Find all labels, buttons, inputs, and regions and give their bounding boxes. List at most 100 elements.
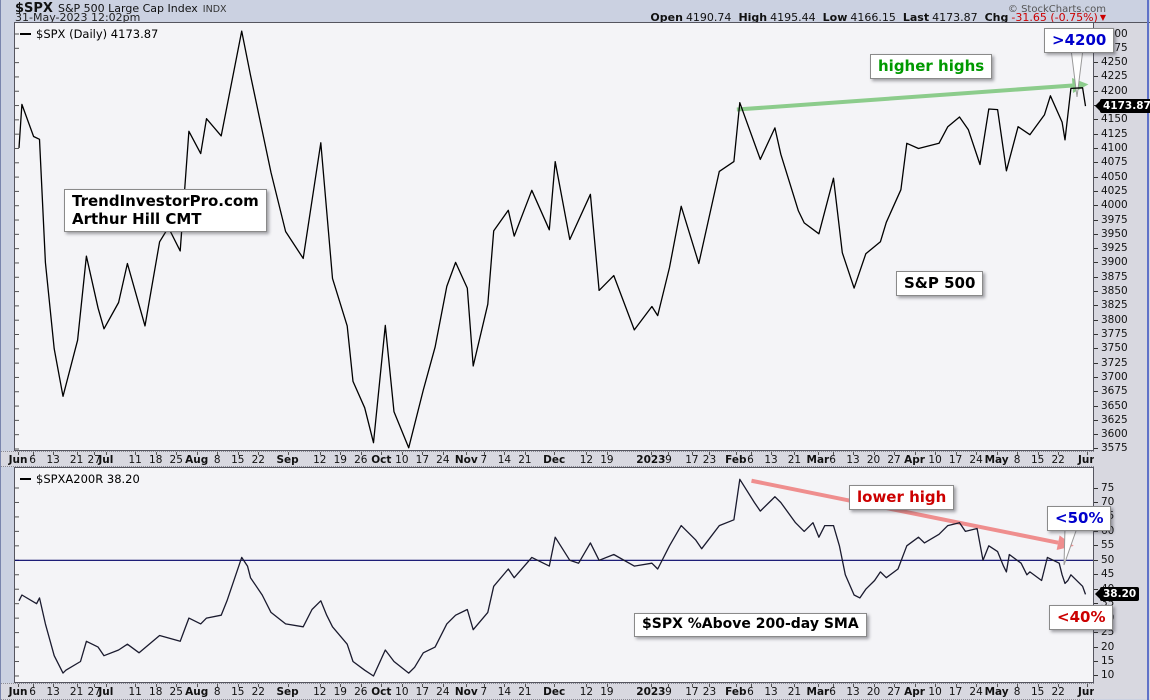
x-tick-mark bbox=[135, 452, 137, 455]
x-tick-label: Jun bbox=[1078, 686, 1094, 698]
x-tick-label: 8 bbox=[1013, 686, 1021, 698]
x-tick-label: 12 bbox=[579, 686, 594, 698]
y-tick-mark bbox=[1094, 133, 1098, 135]
x-tick-label: 13 bbox=[846, 454, 860, 466]
y-tick-mark bbox=[1094, 501, 1098, 503]
y-tick-label: 3575 bbox=[1101, 442, 1128, 455]
x-tick-label: 10 bbox=[395, 686, 409, 698]
x-tick-label: 6 bbox=[29, 454, 36, 466]
low-label: Low bbox=[822, 11, 848, 24]
x-tick-mark bbox=[817, 452, 819, 455]
x-tick-mark bbox=[381, 452, 383, 455]
x-tick-label: 23 bbox=[702, 686, 717, 698]
x-tick-label: Jun bbox=[1078, 454, 1094, 466]
x-tick-label: Jun bbox=[8, 454, 28, 466]
x-tick-mark bbox=[1087, 452, 1089, 455]
x-tick-mark bbox=[94, 684, 96, 687]
breadth-legend-text: $SPXA200R 38.20 bbox=[36, 472, 140, 486]
x-tick-label: 17 bbox=[415, 454, 430, 466]
x-tick-label: 13 bbox=[764, 686, 778, 698]
x-tick-mark bbox=[996, 452, 998, 455]
breadth-legend-dash-icon bbox=[20, 477, 31, 480]
x-tick-label: 12 bbox=[313, 454, 327, 466]
breadth-title-label: $SPX %Above 200-day SMA bbox=[634, 613, 867, 637]
breadth-chart-svg bbox=[15, 478, 1093, 677]
x-tick-mark bbox=[914, 684, 916, 687]
sp500-label: S&P 500 bbox=[896, 271, 984, 296]
y-tick-mark bbox=[1094, 419, 1098, 421]
y-tick-mark bbox=[1094, 632, 1098, 634]
x-tick-label: 6 bbox=[829, 686, 836, 698]
x-tick-mark bbox=[360, 684, 362, 687]
x-tick-mark bbox=[935, 684, 937, 687]
y-tick-label: 20 bbox=[1101, 640, 1115, 653]
x-tick-label: Oct bbox=[371, 454, 392, 466]
x-tick-mark bbox=[709, 452, 711, 455]
x-tick-mark bbox=[524, 684, 526, 687]
x-tick-mark bbox=[691, 452, 693, 455]
watermark-label: TrendInvestorPro.com Arthur Hill CMT bbox=[64, 189, 267, 232]
x-tick-mark bbox=[53, 452, 55, 455]
x-tick-label: 19 bbox=[333, 686, 347, 698]
x-tick-label: Nov bbox=[454, 686, 478, 698]
x-tick-mark bbox=[135, 684, 137, 687]
x-tick-label: 15 bbox=[231, 454, 245, 466]
y-tick-mark bbox=[1094, 448, 1098, 450]
x-tick-label: 19 bbox=[600, 454, 614, 466]
y-tick-mark bbox=[1094, 291, 1098, 293]
x-tick-mark bbox=[853, 684, 855, 687]
x-tick-mark bbox=[340, 684, 342, 687]
price-legend-dash-icon bbox=[20, 32, 31, 35]
y-tick-mark bbox=[1094, 119, 1098, 121]
y-tick-label: 4025 bbox=[1101, 184, 1128, 197]
x-tick-label: 21 bbox=[69, 686, 84, 698]
price-chart-svg bbox=[15, 30, 1089, 450]
x-tick-mark bbox=[155, 452, 157, 455]
x-tick-label: 6 bbox=[29, 686, 36, 698]
x-tick-mark bbox=[18, 452, 19, 455]
y-tick-mark bbox=[1094, 90, 1098, 92]
x-tick-label: Aug bbox=[185, 454, 209, 466]
x-tick-label: 10 bbox=[928, 454, 942, 466]
x-tick-label: 13 bbox=[846, 686, 860, 698]
x-tick-mark bbox=[709, 684, 711, 687]
x-tick-label: 15 bbox=[231, 686, 245, 698]
y-tick-label: 4100 bbox=[1101, 141, 1128, 154]
x-tick-label: Jun bbox=[8, 686, 28, 698]
x-tick-mark bbox=[853, 452, 855, 455]
x-tick-label: 8 bbox=[213, 454, 221, 466]
x-tick-mark bbox=[817, 684, 819, 687]
x-tick-mark bbox=[650, 452, 652, 455]
y-tick-mark bbox=[1094, 190, 1098, 192]
x-tick-label: 17 bbox=[948, 454, 963, 466]
x-tick-label: Nov bbox=[454, 454, 478, 466]
x-tick-label: Mar bbox=[806, 686, 830, 698]
y-tick-label: 3750 bbox=[1101, 342, 1128, 355]
above-4200-callout: >4200 bbox=[1044, 28, 1115, 53]
x-tick-mark bbox=[32, 684, 34, 687]
x-tick-mark bbox=[401, 684, 403, 687]
x-tick-label: 21 bbox=[787, 686, 802, 698]
x-tick-mark bbox=[668, 684, 670, 687]
x-tick-mark bbox=[319, 452, 321, 455]
x-tick-label: 8 bbox=[1013, 454, 1021, 466]
x-tick-label: Dec bbox=[543, 454, 566, 466]
exchange-tag: INDX bbox=[202, 4, 227, 15]
x-tick-mark bbox=[750, 684, 752, 687]
x-tick-mark bbox=[735, 452, 737, 455]
x-tick-mark bbox=[1037, 684, 1039, 687]
price-panel-line bbox=[18, 30, 1087, 449]
x-tick-label: 23 bbox=[702, 454, 717, 466]
y-tick-label: 45 bbox=[1101, 568, 1115, 581]
value-axis-column: 4300427542504225420041754150412541004075… bbox=[1094, 22, 1150, 699]
y-tick-label: 10 bbox=[1101, 669, 1115, 682]
y-tick-label: 3775 bbox=[1101, 328, 1128, 340]
x-tick-mark bbox=[606, 684, 608, 687]
x-tick-mark bbox=[53, 684, 55, 687]
x-tick-mark bbox=[258, 452, 260, 455]
x-tick-label: 2023 bbox=[636, 454, 666, 466]
y-tick-mark bbox=[1094, 334, 1098, 335]
x-tick-label: 12 bbox=[313, 686, 327, 698]
window-edge-left bbox=[0, 0, 1, 700]
y-tick-mark bbox=[1094, 487, 1098, 489]
